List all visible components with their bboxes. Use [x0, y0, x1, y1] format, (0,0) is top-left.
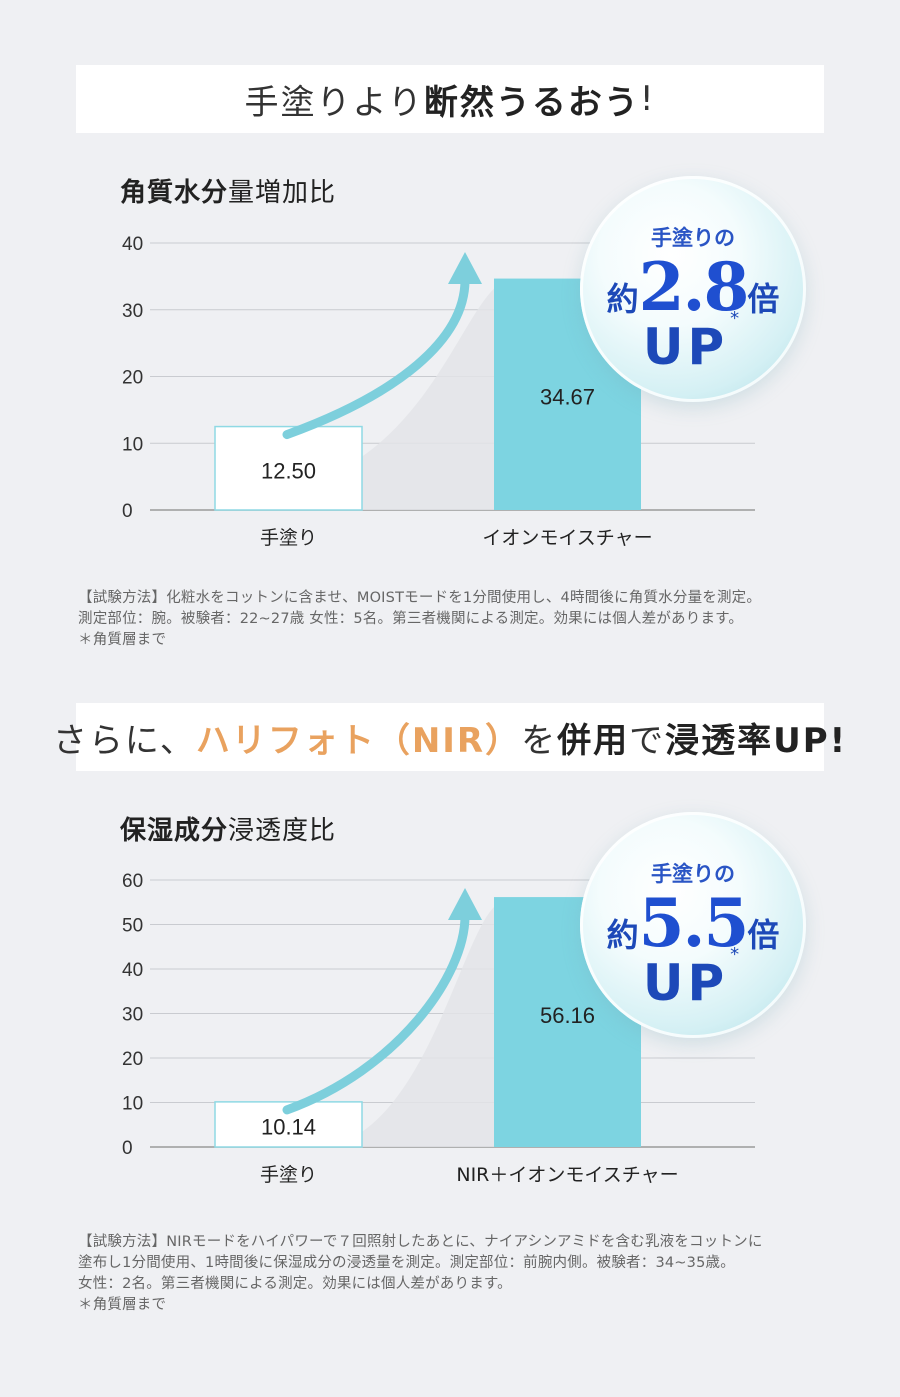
y-tick-label: 60 [122, 871, 143, 892]
bar-chart-2: 0 10 20 30 40 50 60 10.14 56.16 手塗り NIR＋イオンモイスチャー [122, 871, 755, 1186]
growth-arrow [282, 911, 470, 1115]
y-tick-label: 30 [122, 301, 143, 322]
y-tick-label: 40 [122, 234, 143, 255]
headline-banner-2: さらに、 ハリフォト（NIR）を併用で浸透率UP! [53, 703, 845, 771]
y-tick-label: 0 [122, 1138, 133, 1159]
note-line: 【試験方法】化粧水をコットンに含ませ、MOISTモードを1分間使用し、4時間後に… [78, 590, 762, 606]
note-line: ＊角質層まで [78, 1297, 167, 1313]
bubble-ratio: 約2.8倍 [580, 248, 806, 326]
y-tick-label: 20 [122, 368, 143, 389]
y-tick-label: 20 [122, 1049, 143, 1070]
asterisk-mark: * [730, 944, 744, 966]
bubble-caption: 手塗りの [651, 862, 735, 886]
headline-accent: ハリフォト（NIR） [195, 720, 522, 761]
x-category-label: イオンモイスチャー [482, 527, 652, 549]
chart-title-rest: 浸透度比 [228, 816, 337, 846]
x-category-label: 手塗り [260, 526, 317, 549]
bubble-up-label: UP [642, 318, 729, 376]
shaded-area [362, 288, 494, 510]
bubble-up: UP * [580, 944, 806, 1012]
data-label: 34.67 [540, 385, 595, 410]
ratio-bubble-1: 手塗りの 約2.8倍 UP * [580, 176, 806, 402]
note-line: 測定部位：腕。被験者：22~27歳 女性：5名。第三者機関による測定。効果には個… [78, 611, 744, 627]
asterisk-mark: * [730, 308, 744, 330]
chart-title-2: 保湿成分浸透度比 [120, 810, 336, 847]
shaded-area [362, 907, 494, 1147]
bubble-prefix: 約 [606, 280, 639, 318]
headline-part: ! [639, 79, 656, 119]
bubble-up: UP * [580, 308, 806, 376]
y-tick-label: 10 [122, 1094, 143, 1115]
bar [214, 425, 363, 511]
headline-emphasis: 断然うるおう [423, 82, 640, 123]
y-tick-label: 10 [122, 434, 143, 455]
note-line: 塗布し1分間使用、1時間後に保湿成分の浸透量を測定。測定部位：前腕内側。被験者：… [78, 1255, 735, 1271]
method-note-1: 【試験方法】化粧水をコットンに含ませ、MOISTモードを1分間使用し、4時間後に… [78, 588, 838, 651]
y-tick-label: 30 [122, 1005, 143, 1026]
bubble-number: 2.8 [638, 248, 750, 326]
bubble-suffix: 倍 [747, 916, 780, 954]
headline-part: で [629, 720, 666, 761]
bubble-prefix: 約 [606, 916, 639, 954]
arrow-head [448, 252, 482, 284]
headline-part: さらに、 [52, 720, 196, 761]
y-tick-label: 0 [122, 501, 133, 522]
note-line: 女性：2名。第三者機関による測定。効果には個人差があります。 [78, 1276, 512, 1292]
data-label: 10.14 [261, 1114, 316, 1139]
note-line: ＊角質層まで [78, 632, 167, 648]
headline-emphasis: 浸透率UP! [665, 720, 848, 761]
headline-emphasis: 併用 [557, 720, 630, 761]
bubble-ratio: 約5.5倍 [580, 884, 806, 962]
bubble-caption: 手塗りの [651, 226, 735, 250]
bubble-up-label: UP [642, 954, 729, 1012]
headline-part: を [521, 720, 558, 761]
data-label: 56.16 [540, 1003, 595, 1028]
note-line: 【試験方法】NIRモードをハイパワーで７回照射したあとに、ナイアシンアミドを含む… [78, 1234, 763, 1250]
chart-title-rest: 量増加比 [228, 178, 337, 208]
bubble-number: 5.5 [638, 884, 750, 962]
headline-banner-1: 手塗りより 断然うるおう! [76, 65, 824, 133]
growth-arrow [282, 275, 470, 440]
method-note-2: 【試験方法】NIRモードをハイパワーで７回照射したあとに、ナイアシンアミドを含む… [78, 1232, 838, 1316]
chart-title-emphasis: 角質水分 [120, 178, 229, 208]
x-category-label: NIR＋イオンモイスチャー [456, 1164, 678, 1186]
data-label: 12.50 [261, 458, 316, 483]
chart-title-1: 角質水分量増加比 [120, 172, 336, 209]
headline-part: 手塗りより [244, 82, 424, 123]
arrow-head [448, 888, 482, 920]
chart-title-emphasis: 保湿成分 [120, 816, 229, 846]
bubble-suffix: 倍 [747, 280, 780, 318]
ratio-bubble-2: 手塗りの 約5.5倍 UP * [580, 812, 806, 1038]
x-category-label: 手塗り [260, 1163, 317, 1186]
y-tick-label: 40 [122, 960, 143, 981]
y-tick-label: 50 [122, 916, 143, 937]
